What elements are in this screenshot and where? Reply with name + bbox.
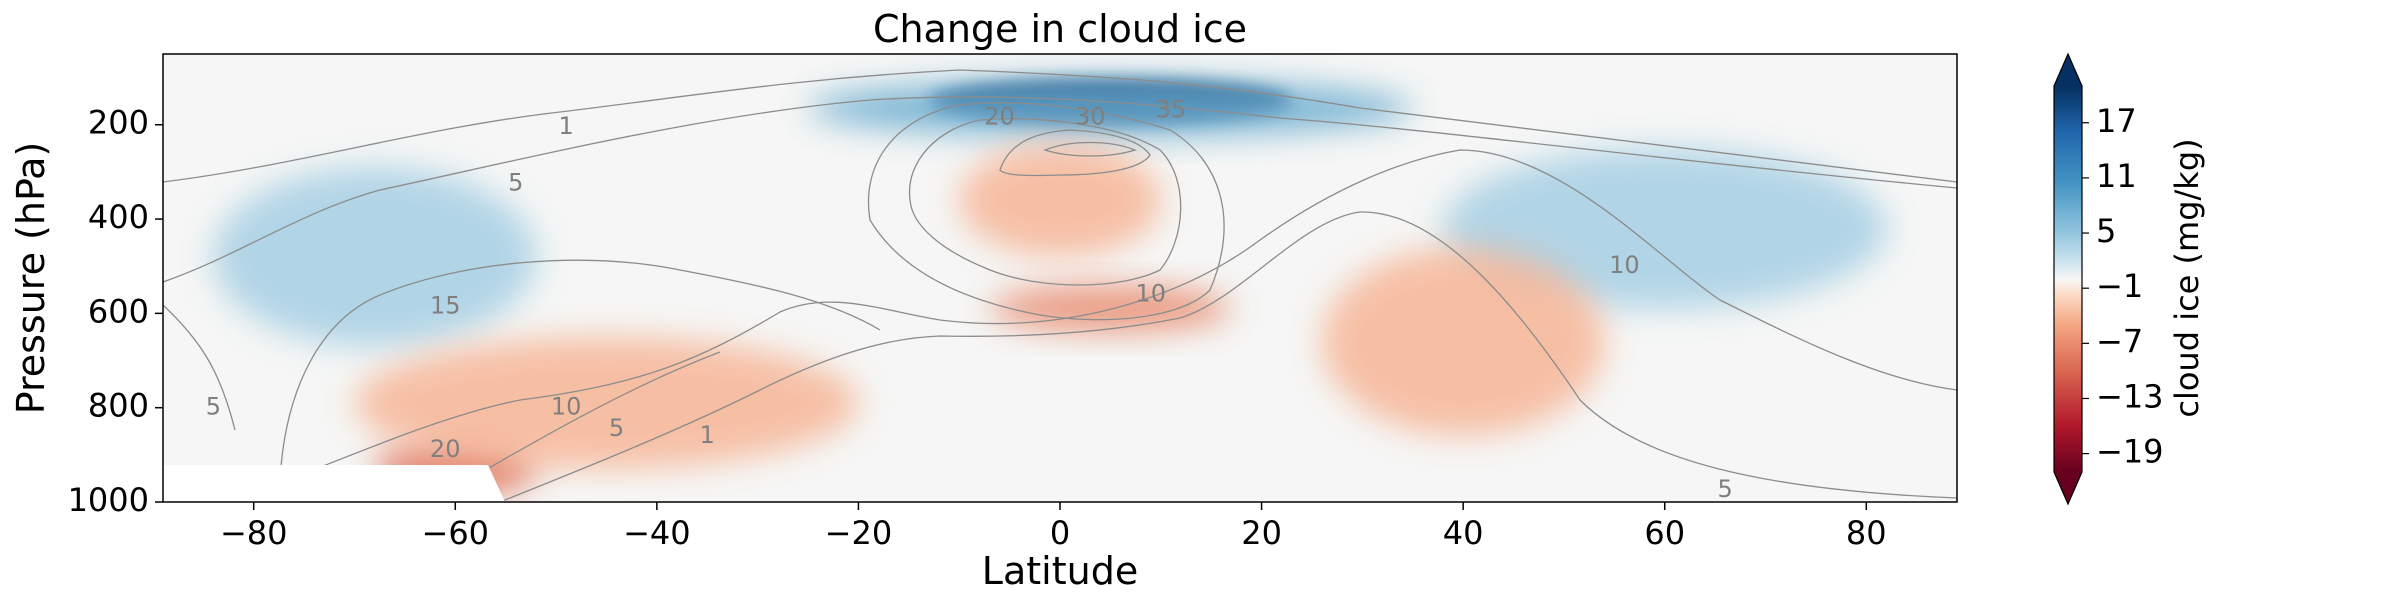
colorbar-tick-label: −19	[2096, 433, 2164, 471]
contour-label: 1	[559, 112, 574, 140]
colorbar-tick-label: −13	[2096, 377, 2164, 415]
filled-contour-nh-mid-decrease	[1322, 247, 1605, 436]
contour-label: 15	[430, 291, 461, 319]
contour-line	[867, 102, 1225, 321]
missing-data-mask	[163, 465, 505, 502]
contour-label: 5	[508, 169, 523, 197]
contour-line	[499, 211, 1957, 502]
y-tick-label: 1000	[68, 481, 149, 519]
contour-label: 10	[1135, 280, 1166, 308]
colorbar-extend-min	[2054, 472, 2082, 504]
contour-label: 5	[1718, 475, 1733, 503]
colorbar-tick-label: 11	[2096, 157, 2137, 195]
contour-line	[163, 96, 1957, 283]
colorbar-tick-label: 5	[2096, 212, 2116, 250]
filled-contour-sh-midlatitude-band	[213, 167, 536, 347]
colorbar-body	[2054, 86, 2082, 472]
y-tick-label: 600	[88, 292, 149, 330]
y-tick-label: 800	[88, 387, 149, 425]
x-tick-label: −20	[825, 514, 893, 552]
y-axis: 200 400 600 800 1000	[68, 104, 163, 519]
chart-title: Change in cloud ice	[873, 7, 1247, 51]
colorbar-tick-label: 17	[2096, 102, 2137, 140]
contour-line	[163, 69, 1957, 183]
contour-label: 20	[430, 435, 461, 463]
y-axis-label: Pressure (hPa)	[9, 142, 53, 415]
x-tick-label: 40	[1443, 514, 1484, 552]
contour-label: 5	[609, 414, 624, 442]
colorbar-outline	[2053, 52, 2083, 506]
x-tick-label: 60	[1644, 514, 1685, 552]
x-tick-label: 20	[1241, 514, 1282, 552]
filled-contour-nh-midlatitude-band	[1442, 148, 1887, 309]
contour-line	[229, 149, 1957, 501]
x-tick-label: −60	[422, 514, 490, 552]
colorbar-tick-label: −1	[2096, 267, 2143, 305]
contour-line	[908, 118, 1182, 286]
colorbar-ticks: −19 −13 −7 −1 5 11 17	[2082, 102, 2164, 471]
contour-label: 10	[1609, 251, 1640, 279]
colorbar-label: cloud ice (mg/kg)	[2168, 138, 2206, 417]
contour-label: 35	[1156, 96, 1187, 124]
contour-label: 5	[206, 393, 221, 421]
x-axis: −80 −60 −40 −20 0 20 40 60 80	[220, 502, 1887, 552]
contour-lines	[163, 69, 1957, 502]
colorbar-extend-max	[2054, 54, 2082, 86]
contour-line	[163, 304, 236, 431]
x-axis-label: Latitude	[982, 549, 1138, 593]
y-tick-label: 200	[88, 104, 149, 142]
contour-label: 30	[1075, 103, 1106, 131]
colorbar-tick-label: −7	[2096, 322, 2143, 360]
contour-label: 20	[984, 103, 1015, 131]
filled-contour-upper-tropical-band	[808, 79, 1413, 137]
y-tick-label: 400	[88, 198, 149, 236]
x-tick-label: −40	[623, 514, 691, 552]
contour-line	[1043, 141, 1137, 157]
x-tick-label: 80	[1846, 514, 1887, 552]
contour-line	[999, 129, 1151, 177]
x-tick-label: 0	[1050, 514, 1070, 552]
colorbar: −19 −13 −7 −1 5 11 17 cloud ice (mg/kg)	[2053, 52, 2206, 506]
contour-line	[279, 259, 881, 481]
filled-contour-tropical-upper-decrease	[959, 143, 1161, 257]
contour-label: 1	[700, 421, 715, 449]
x-tick-label: −80	[220, 514, 288, 552]
contour-label: 10	[551, 393, 582, 421]
